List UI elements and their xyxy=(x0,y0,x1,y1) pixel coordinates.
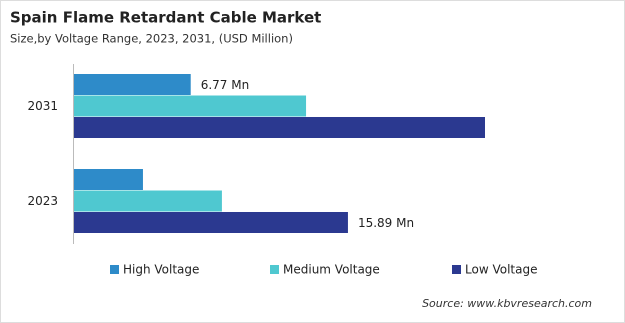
bar xyxy=(74,95,307,117)
legend-swatch xyxy=(452,265,461,274)
chart-title: Spain Flame Retardant Cable Market xyxy=(10,9,321,27)
bar xyxy=(74,190,222,212)
legend-swatch xyxy=(110,265,119,274)
legend-label: Medium Voltage xyxy=(283,263,380,277)
legend-swatch xyxy=(270,265,279,274)
bar xyxy=(74,212,348,233)
legend-label: High Voltage xyxy=(123,263,199,277)
data-label: 6.77 Mn xyxy=(201,78,250,92)
y-tick-label: 2031 xyxy=(27,99,58,113)
y-tick-label: 2023 xyxy=(27,194,58,208)
source: Source: www.kbvresearch.com xyxy=(422,297,592,310)
legend-label: Low Voltage xyxy=(465,263,537,277)
bar xyxy=(74,169,143,190)
bar xyxy=(74,74,191,95)
chart-subtitle: Size,by Voltage Range, 2023, 2031, (USD … xyxy=(10,32,293,46)
bar xyxy=(74,117,485,138)
data-label: 15.89 Mn xyxy=(358,216,414,230)
